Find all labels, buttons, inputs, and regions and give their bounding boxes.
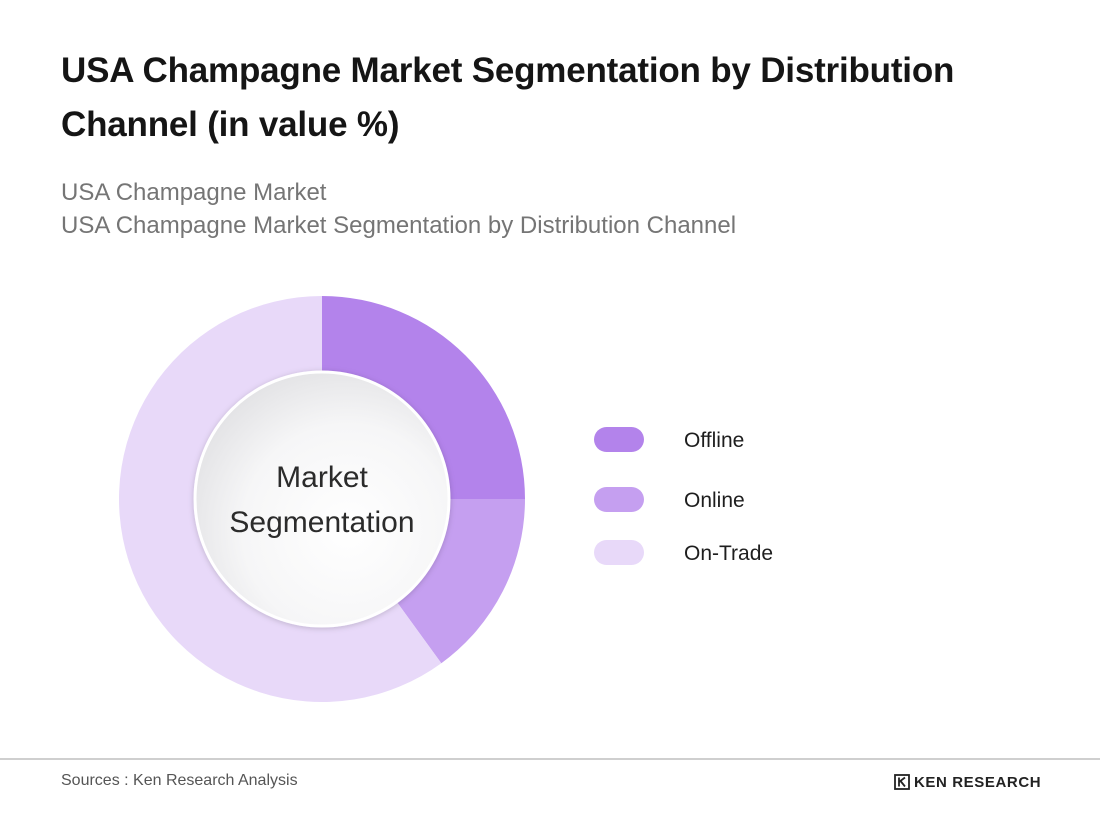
legend-swatch-offline: [594, 427, 644, 452]
legend-swatch-online: [594, 487, 644, 512]
chart-subtitle-market: USA Champagne Market: [61, 179, 327, 206]
footer-divider: [0, 758, 1100, 760]
legend-label-on-trade: On-Trade: [684, 542, 773, 565]
center-label-line1: Market: [276, 461, 368, 494]
brand-name: KEN RESEARCH: [914, 773, 1042, 791]
chart-subtitle-segmentation: USA Champagne Market Segmentation by Dis…: [61, 212, 737, 239]
chart-legend: Offline Online On-Trade: [594, 427, 773, 565]
center-label-line2: Segmentation: [229, 506, 414, 539]
legend-label-online: Online: [684, 489, 745, 512]
chart-title: USA Champagne Market Segmentation by Dis…: [61, 51, 955, 144]
slice-online: [397, 499, 525, 664]
brand-logo: KEN RESEARCH: [894, 771, 1041, 793]
slice-on-trade: [118, 296, 442, 702]
ken-research-logo-icon: [894, 774, 910, 790]
legend-swatch-on-trade: [594, 540, 644, 565]
donut-slices: [118, 296, 525, 702]
slice-offline: [322, 296, 525, 499]
legend-label-offline: Offline: [684, 429, 744, 452]
donut-center-hub: [193, 370, 451, 628]
source-note: Sources : Ken Research Analysis: [61, 772, 298, 789]
